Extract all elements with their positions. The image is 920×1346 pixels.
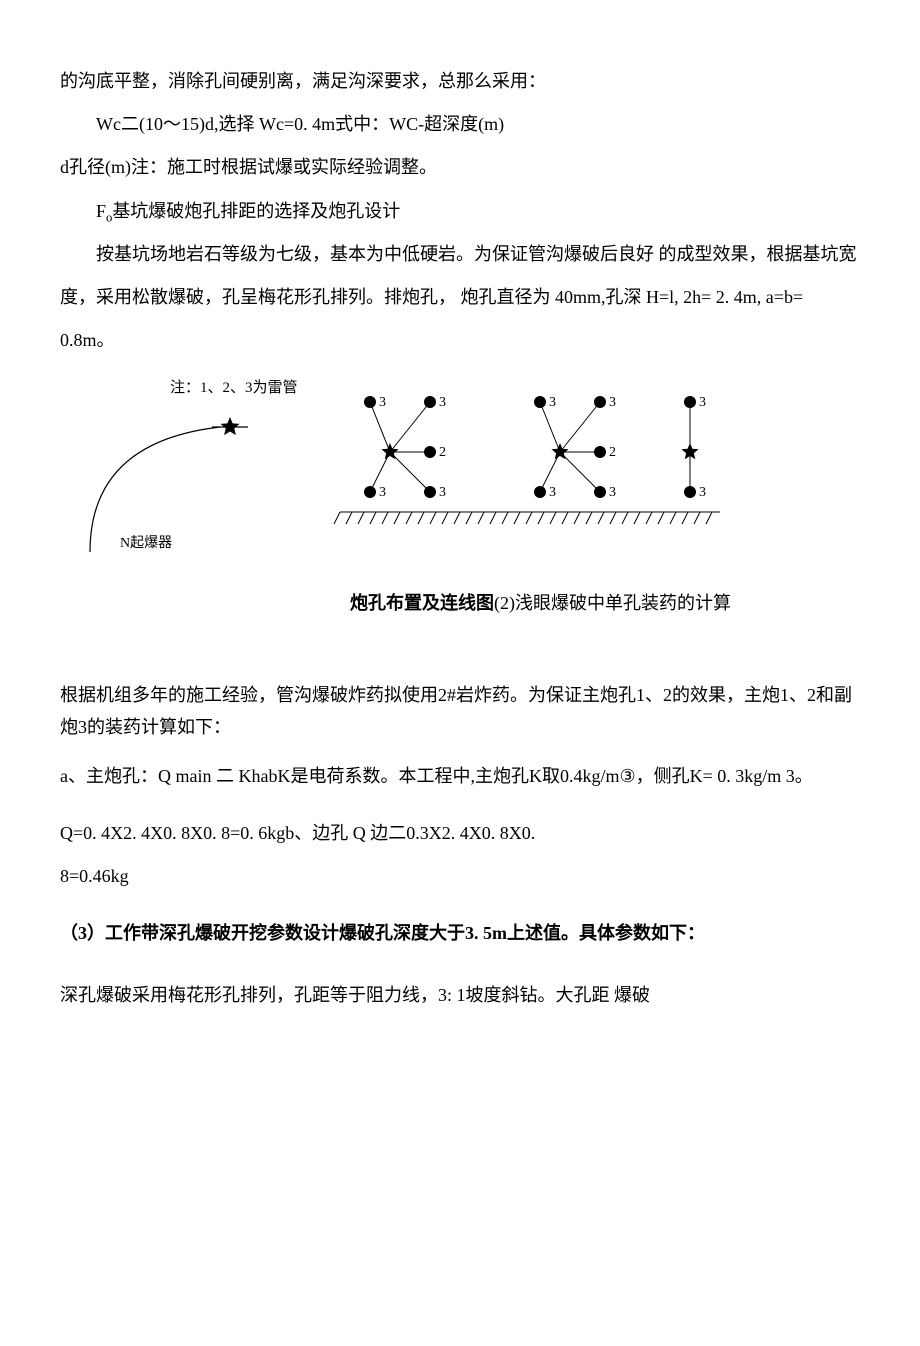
- svg-text:3: 3: [549, 395, 556, 410]
- svg-text:注：1、2、3为雷管: 注：1、2、3为雷管: [170, 379, 298, 396]
- svg-text:3: 3: [549, 485, 556, 500]
- svg-text:3: 3: [439, 485, 446, 500]
- paragraph: 按基坑场地岩石等级为七级，基本为中低硬岩。为保证管沟爆破后良好 的成型效果，根据…: [60, 233, 860, 363]
- section-heading: （3）工作带深孔爆破开挖参数设计爆破孔深度大于3. 5m上述值。具体参数如下：: [60, 912, 860, 955]
- diagram-left: 注：1、2、3为雷管 N起爆器: [60, 372, 330, 578]
- svg-text:N起爆器: N起爆器: [120, 535, 172, 551]
- paragraph: Fo基坑爆破炮孔排距的选择及炮孔设计: [60, 190, 860, 233]
- text: F: [96, 201, 106, 221]
- detonator-diagram: 注：1、2、3为雷管 N起爆器: [60, 372, 310, 562]
- paragraph: Q=0. 4X2. 4X0. 8X0. 8=0. 6kgb、边孔 Q 边二0.3…: [60, 812, 860, 855]
- paragraph: 的沟底平整，消除孔间硬别离，满足沟深要求，总那么采用：: [60, 60, 860, 103]
- paragraph: Wc二(10〜15)d,选择 Wc=0. 4m式中：WC-超深度(m): [60, 103, 860, 146]
- figure-caption: 炮孔布置及连线图(2)浅眼爆破中单孔装药的计算: [350, 587, 860, 619]
- caption-title: 炮孔布置及连线图: [350, 593, 494, 613]
- svg-text:3: 3: [439, 395, 446, 410]
- svg-text:3: 3: [379, 395, 386, 410]
- svg-text:3: 3: [699, 485, 706, 500]
- paragraph: 根据机组多年的施工经验，管沟爆破炸药拟使用2#岩炸药。为保证主炮孔1、2的效果，…: [60, 679, 860, 744]
- svg-text:3: 3: [699, 395, 706, 410]
- paragraph: d孔径(m)注：施工时根据试爆或实际经验调整。: [60, 146, 860, 189]
- caption-text: (2)浅眼爆破中单孔装药的计算: [494, 593, 731, 613]
- text: 基坑爆破炮孔排距的选择及炮孔设计: [112, 201, 400, 221]
- diagram-row: 注：1、2、3为雷管 N起爆器 3 3 2 3 3 3 3 2 3 3 3 3: [60, 372, 860, 578]
- paragraph: a、主炮孔：Q main 二 KhabK是电荷系数。本工程中,主炮孔K取0.4k…: [60, 760, 860, 792]
- paragraph: 深孔爆破采用梅花形孔排列，孔距等于阻力线，3: 1坡度斜钻。大孔距 爆破: [60, 974, 860, 1017]
- paragraph: 8=0.46kg: [60, 855, 860, 898]
- borehole-layout-diagram: 3 3 2 3 3 3 3 2 3 3 3 3: [330, 372, 830, 542]
- svg-text:3: 3: [379, 485, 386, 500]
- diagram-right: 3 3 2 3 3 3 3 2 3 3 3 3: [330, 372, 860, 558]
- svg-text:3: 3: [609, 395, 616, 410]
- svg-text:3: 3: [609, 485, 616, 500]
- svg-text:2: 2: [439, 445, 446, 460]
- svg-text:2: 2: [609, 445, 616, 460]
